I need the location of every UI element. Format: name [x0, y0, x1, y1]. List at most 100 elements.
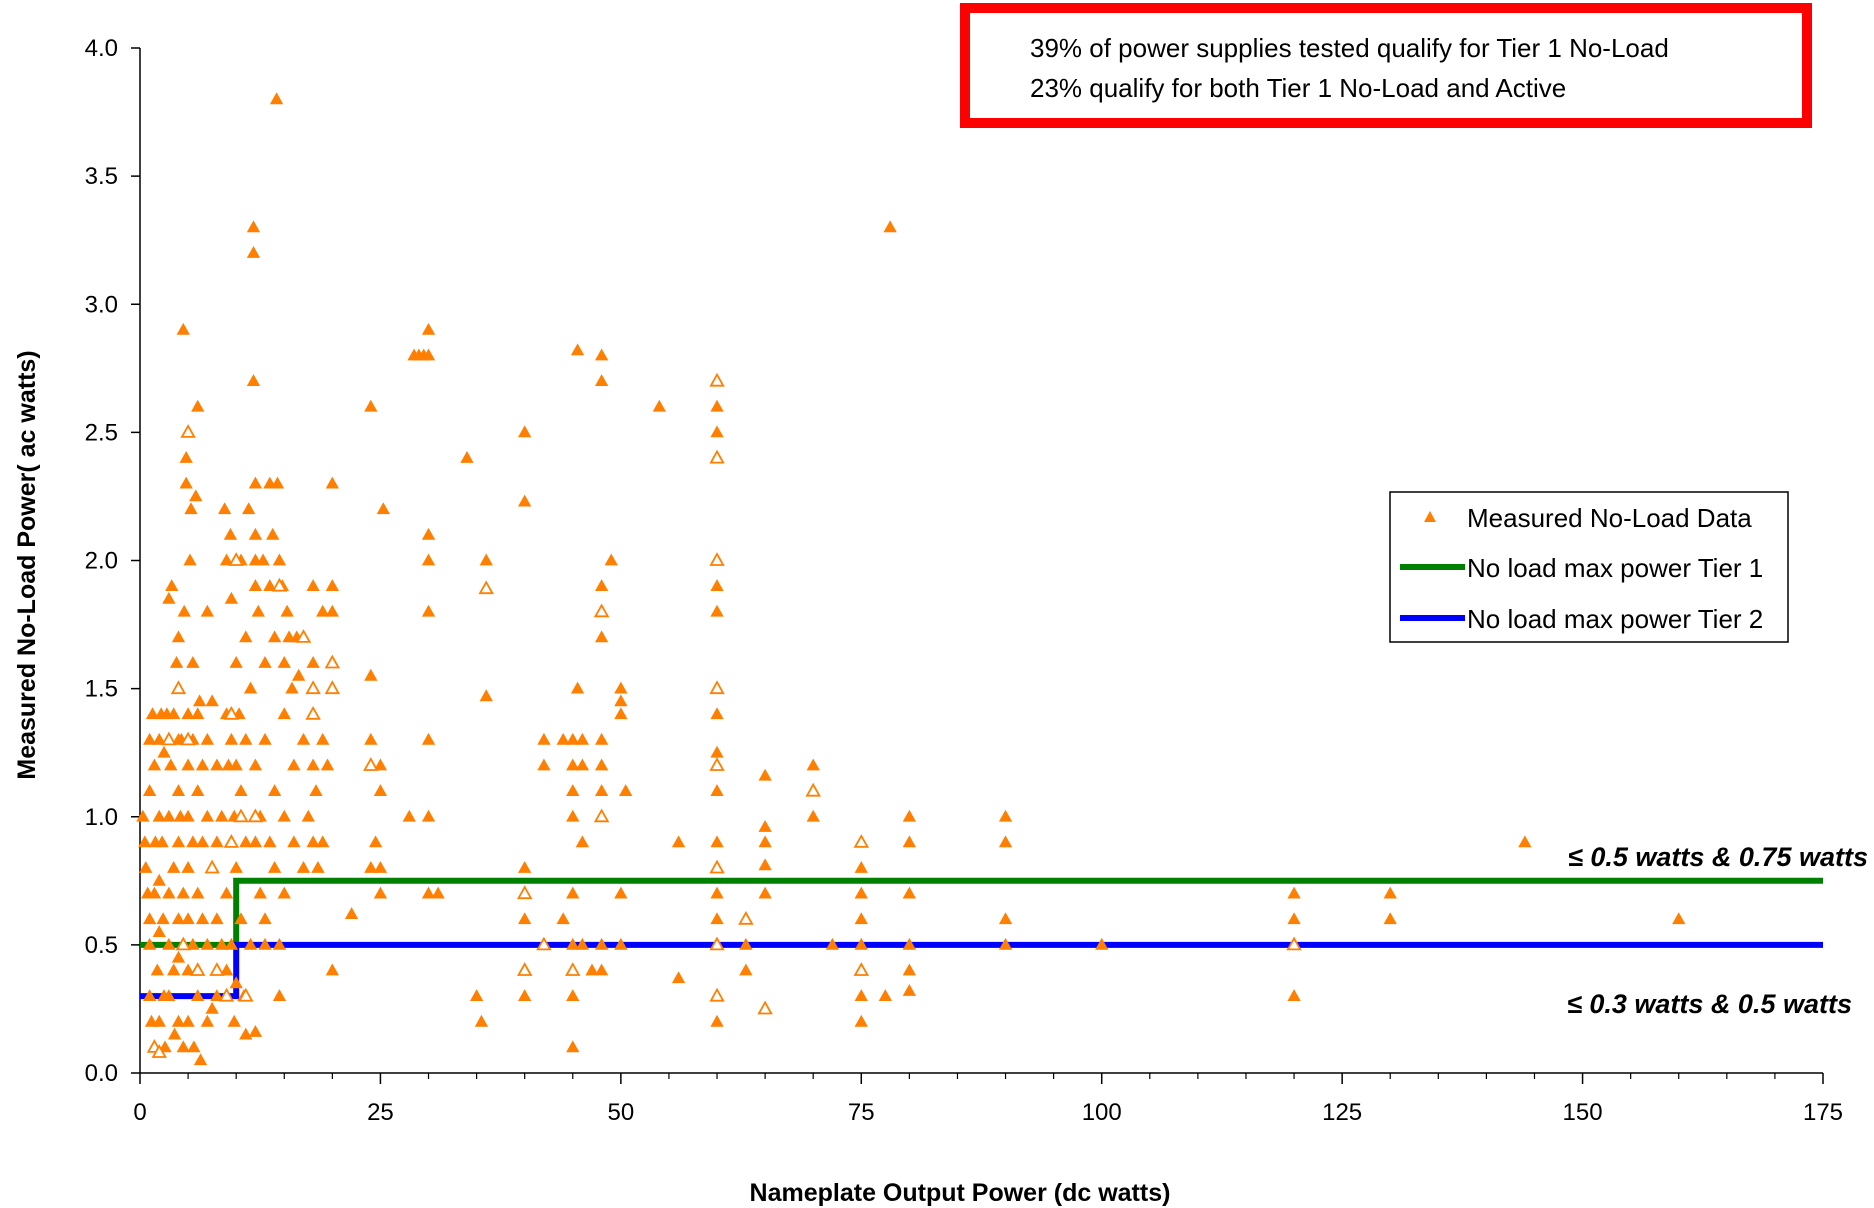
data-point — [167, 963, 181, 976]
data-point — [162, 937, 176, 950]
data-point — [902, 835, 916, 848]
data-point-hollow — [709, 757, 725, 771]
data-point — [854, 1014, 868, 1027]
data-point — [277, 707, 291, 720]
data-point — [556, 732, 570, 745]
x-tick-label: 150 — [1563, 1099, 1603, 1126]
data-point — [268, 784, 282, 796]
data-point — [272, 553, 287, 566]
data-point — [138, 835, 152, 848]
data-point — [186, 937, 200, 950]
data-point — [168, 1027, 182, 1040]
data-point — [200, 732, 214, 745]
data-point — [272, 937, 287, 950]
data-point — [364, 399, 378, 412]
data-point-hollow — [324, 654, 341, 669]
data-point — [268, 630, 282, 643]
data-point — [878, 989, 892, 1001]
data-point — [171, 784, 186, 796]
data-point — [150, 963, 164, 976]
data-point — [243, 681, 258, 694]
legend-label-tier2: No load max power Tier 2 — [1467, 604, 1763, 634]
data-point — [710, 886, 724, 899]
legend-label-measured: Measured No-Load Data — [1467, 503, 1752, 533]
data-point — [421, 527, 436, 540]
data-point — [181, 758, 195, 771]
data-point — [239, 835, 253, 848]
data-point — [614, 707, 628, 720]
data-point — [614, 886, 628, 899]
data-point — [224, 937, 238, 950]
data-point — [258, 937, 272, 950]
data-point — [258, 656, 272, 668]
data-point — [566, 937, 580, 950]
data-point-hollow — [805, 782, 821, 797]
data-point — [854, 886, 868, 899]
data-point — [193, 694, 207, 707]
data-point — [239, 1027, 253, 1040]
data-point — [195, 912, 210, 925]
data-point — [139, 861, 153, 873]
data-point — [143, 989, 157, 1001]
data-point — [566, 1040, 580, 1053]
data-point — [205, 1001, 219, 1014]
data-point — [147, 758, 162, 771]
data-point — [268, 861, 282, 873]
data-point — [854, 937, 868, 950]
data-point — [619, 784, 633, 796]
data-point-hollow — [565, 962, 581, 976]
data-point-hollow — [853, 962, 870, 976]
data-point — [191, 989, 205, 1001]
data-point-hollow — [593, 603, 610, 618]
data-point — [242, 502, 256, 515]
data-point — [219, 963, 234, 976]
data-point — [518, 425, 532, 438]
data-point — [479, 553, 493, 566]
data-point — [421, 604, 436, 617]
data-point — [710, 835, 724, 848]
data-point — [902, 984, 916, 996]
data-point — [162, 809, 176, 822]
data-point — [806, 809, 820, 822]
data-point — [143, 912, 157, 925]
y-tick-label: 2.5 — [85, 419, 118, 446]
data-point — [229, 758, 243, 771]
data-point — [421, 732, 436, 745]
data-point-hollow — [709, 936, 725, 951]
data-point — [325, 963, 339, 976]
data-point — [595, 963, 609, 976]
x-tick-label: 100 — [1082, 1099, 1122, 1126]
data-point — [269, 92, 284, 105]
note-box-border — [960, 3, 1812, 128]
data-point — [223, 527, 238, 540]
data-point-hollow — [223, 705, 240, 720]
data-point — [652, 399, 666, 412]
data-point — [200, 604, 214, 617]
data-point-hollow — [853, 834, 870, 848]
data-point — [253, 886, 267, 899]
data-point-hollow — [709, 372, 725, 387]
data-point — [566, 784, 580, 796]
data-point — [421, 553, 436, 566]
data-point — [266, 527, 280, 540]
data-point — [309, 784, 323, 796]
data-point — [758, 820, 772, 832]
data-point — [566, 758, 580, 771]
data-point — [287, 758, 301, 771]
y-tick-label: 0.0 — [85, 1060, 118, 1087]
data-point — [224, 591, 238, 604]
x-tick-label: 0 — [133, 1099, 146, 1126]
tier1-line — [140, 877, 1823, 948]
data-point — [460, 451, 474, 463]
data-point — [518, 989, 532, 1001]
x-tick-label: 75 — [848, 1099, 875, 1126]
data-point — [825, 937, 840, 950]
data-point — [263, 835, 277, 848]
data-point — [239, 732, 253, 745]
data-point — [246, 220, 261, 233]
data-point — [189, 489, 203, 502]
data-point — [614, 694, 628, 707]
data-point — [229, 976, 243, 989]
data-point — [136, 809, 150, 822]
x-axis-ticks: 0 25 50 75 100 125 150 175 — [133, 1073, 1843, 1126]
